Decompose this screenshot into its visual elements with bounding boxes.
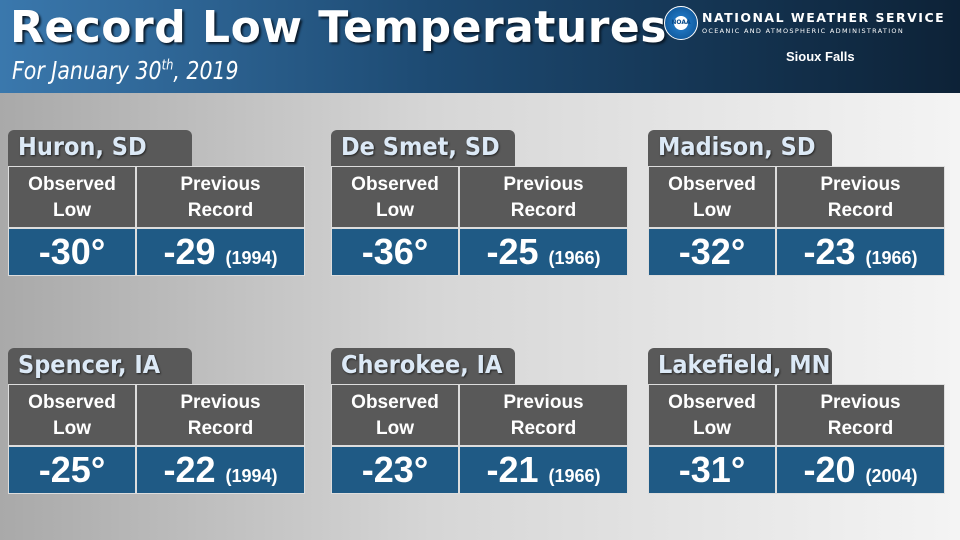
observed-value: -23° <box>331 446 459 494</box>
previous-value: -29 (1994) <box>136 228 305 276</box>
agency-sub: OCEANIC AND ATMOSPHERIC ADMINISTRATION <box>702 27 905 35</box>
location-card: Lakefield, MN Observed Low Previous Record -3… <box>648 348 945 494</box>
agency: NATIONAL WEATHER SERVICE <box>702 10 946 25</box>
record-year: (2004) <box>865 466 918 486</box>
subtitle-text: , 2019 <box>173 56 239 85</box>
location-tab: Huron, SD <box>8 130 192 166</box>
header-line: Low <box>693 200 731 221</box>
observed-header: Observed Low <box>648 166 776 228</box>
header-line: Low <box>53 200 91 221</box>
previous-temp: -23 <box>803 231 856 272</box>
location-card: Madison, SD Observed Low Previous Record -32°… <box>648 130 945 276</box>
previous-value: -20 (2004) <box>776 446 945 494</box>
previous-header: Previous Record <box>459 166 628 228</box>
previous-header: Previous Record <box>136 166 305 228</box>
header-line: Record <box>510 200 577 221</box>
observed-value: -32° <box>648 228 776 276</box>
location-name: Cherokee, IA <box>341 350 503 379</box>
header-line: Record <box>187 200 254 221</box>
location-name: Spencer, IA <box>18 350 161 379</box>
subtitle: For January 30th, 2019 <box>12 56 239 85</box>
observed-header: Observed Low <box>8 384 136 446</box>
office: Sioux Falls <box>786 49 855 64</box>
location-tab: Cherokee, IA <box>331 348 515 384</box>
header-line: Low <box>693 418 731 439</box>
location-card: De Smet, SD Observed Low Previous Record -36°… <box>331 130 628 276</box>
header-line: Observed <box>351 392 439 413</box>
observed-header: Observed Low <box>648 384 776 446</box>
previous-value: -25 (1966) <box>459 228 628 276</box>
previous-temp: -29 <box>163 231 216 272</box>
location-card: Huron, SD Observed Low Previous Record -30° -2… <box>8 130 305 276</box>
previous-value: -23 (1966) <box>776 228 945 276</box>
header-line: Low <box>376 418 414 439</box>
observed-value: -31° <box>648 446 776 494</box>
header-line: Record <box>827 418 894 439</box>
header-line: Observed <box>668 174 756 195</box>
location-tab: Lakefield, MN <box>648 348 832 384</box>
previous-value: -22 (1994) <box>136 446 305 494</box>
location-name: De Smet, SD <box>341 132 500 161</box>
previous-temp: -21 <box>486 449 539 490</box>
header-line: Observed <box>28 174 116 195</box>
location-tab: Spencer, IA <box>8 348 192 384</box>
subtitle-sup: th <box>161 57 174 74</box>
previous-header: Previous Record <box>776 166 945 228</box>
logo: NOAA <box>664 6 698 40</box>
record-year: (1994) <box>225 248 278 268</box>
location-name: Lakefield, MN <box>658 350 831 379</box>
header-line: Low <box>376 200 414 221</box>
record-year: (1994) <box>225 466 278 486</box>
observed-header: Observed Low <box>8 166 136 228</box>
observed-header: Observed Low <box>331 166 459 228</box>
location-name: Madison, SD <box>658 132 816 161</box>
header-line: Observed <box>351 174 439 195</box>
header-line: Record <box>827 200 894 221</box>
previous-header: Previous Record <box>136 384 305 446</box>
banner: Record Low Temperatures For January 30th… <box>0 0 960 93</box>
header-line: Record <box>510 418 577 439</box>
record-year: (1966) <box>548 466 601 486</box>
location-name: Huron, SD <box>18 132 147 161</box>
observed-value: -30° <box>8 228 136 276</box>
location-tab: De Smet, SD <box>331 130 515 166</box>
previous-header: Previous Record <box>776 384 945 446</box>
previous-temp: -22 <box>163 449 216 490</box>
location-card: Spencer, IA Observed Low Previous Record -25°… <box>8 348 305 494</box>
previous-temp: -20 <box>803 449 856 490</box>
observed-value: -36° <box>331 228 459 276</box>
record-year: (1966) <box>548 248 601 268</box>
header-line: Observed <box>668 392 756 413</box>
header-line: Record <box>187 418 254 439</box>
header-line: Previous <box>503 174 584 195</box>
header-line: Previous <box>820 174 901 195</box>
header-line: Previous <box>503 392 584 413</box>
previous-value: -21 (1966) <box>459 446 628 494</box>
header-line: Observed <box>28 392 116 413</box>
header-line: Low <box>53 418 91 439</box>
previous-header: Previous Record <box>459 384 628 446</box>
observed-value: -25° <box>8 446 136 494</box>
header-line: Previous <box>820 392 901 413</box>
title: Record Low Temperatures <box>10 2 667 53</box>
previous-temp: -25 <box>486 231 539 272</box>
header-line: Previous <box>180 174 261 195</box>
location-card: Cherokee, IA Observed Low Previous Record -23… <box>331 348 628 494</box>
subtitle-text: For January 30 <box>12 56 162 85</box>
location-tab: Madison, SD <box>648 130 832 166</box>
record-year: (1966) <box>865 248 918 268</box>
header-line: Previous <box>180 392 261 413</box>
observed-header: Observed Low <box>331 384 459 446</box>
